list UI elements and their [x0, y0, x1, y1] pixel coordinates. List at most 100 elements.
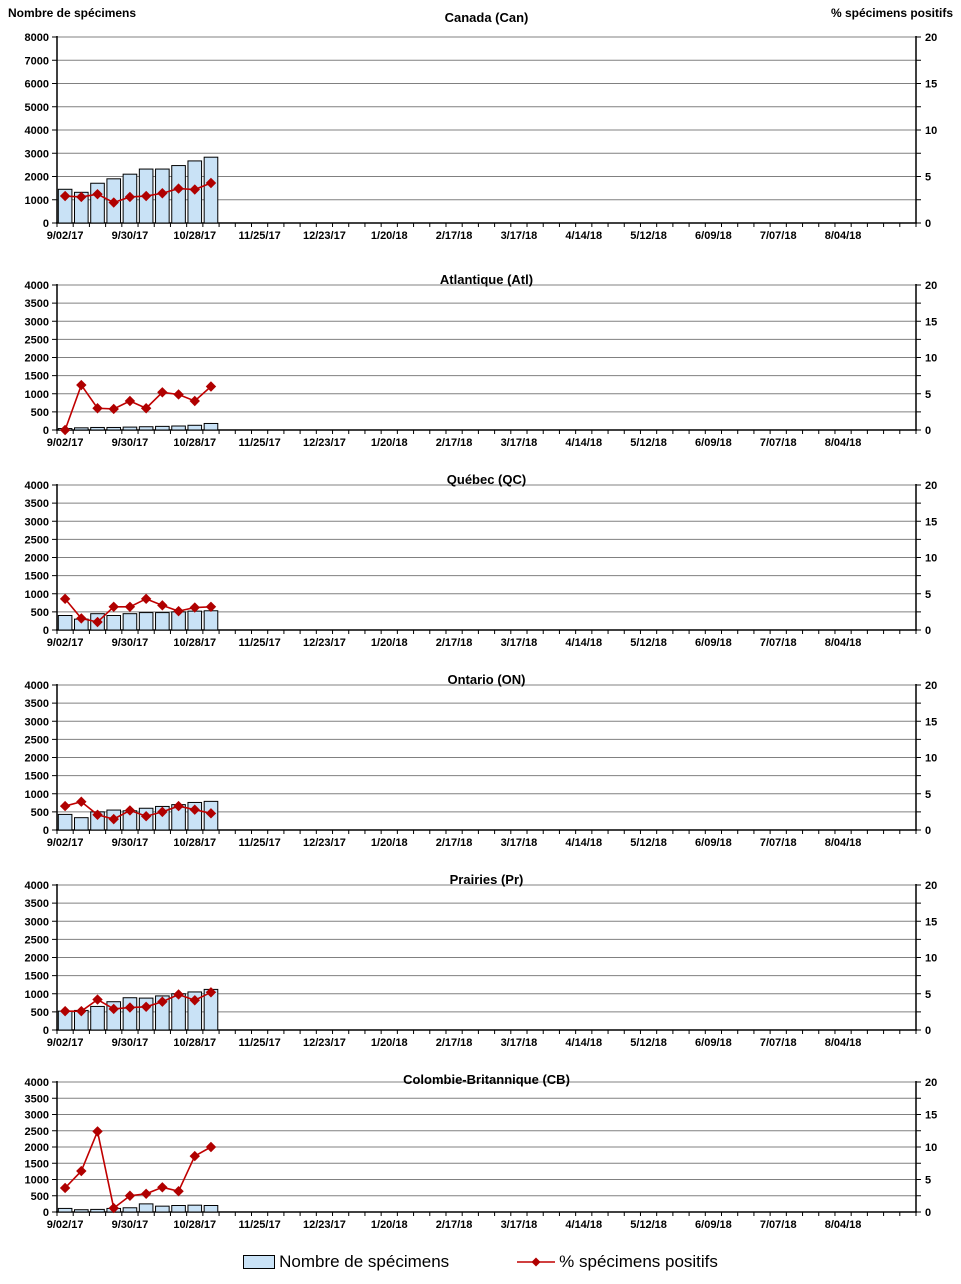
right-tick-label: 0 — [925, 425, 931, 437]
x-tick-label: 8/04/18 — [825, 1037, 862, 1049]
bar — [171, 165, 186, 224]
x-tick-label: 2/17/18 — [436, 1037, 473, 1049]
bar — [203, 610, 219, 631]
x-tick-label: 7/07/18 — [760, 637, 797, 649]
axis-labels: 0 500 1000 1500 2000 2500 3000 3500 4000 0 5 10 15 20… — [25, 880, 938, 1049]
x-tick-label: 8/04/18 — [825, 437, 862, 449]
diamond-marker — [140, 403, 152, 414]
diamond-marker — [124, 805, 136, 816]
chart-ontario: Ontario (ON) 0 500 1000 1500 2000 2500 3000 350… — [0, 670, 961, 870]
diamond-marker — [173, 800, 184, 812]
bar — [171, 1205, 186, 1213]
right-axis-title: % spécimens positifs — [830, 6, 953, 20]
x-tick-label: 10/28/17 — [173, 230, 216, 242]
right-tick-label: 0 — [925, 218, 931, 230]
bar — [187, 424, 203, 431]
x-tick-label: 4/14/18 — [565, 230, 602, 242]
right-tick-label: 5 — [925, 389, 931, 401]
x-tick-label: 4/14/18 — [565, 837, 602, 849]
right-tick-label: 20 — [925, 480, 937, 492]
diamond-marker — [205, 808, 217, 819]
right-tick-label: 15 — [925, 79, 937, 91]
bar — [155, 995, 170, 1031]
left-tick-label: 1000 — [25, 1175, 49, 1187]
right-tick-label: 20 — [925, 880, 937, 892]
right-tick-label: 0 — [925, 1207, 931, 1219]
diamond-marker — [124, 1002, 136, 1013]
x-tick-label: 4/14/18 — [565, 437, 602, 449]
diamond-marker — [108, 1202, 119, 1214]
chart-title-canada: Canada (Can) — [444, 10, 529, 25]
diamond-marker — [140, 1188, 152, 1200]
x-tick-label: 11/25/17 — [238, 230, 280, 242]
diamond-marker — [189, 184, 200, 195]
diamond-marker — [157, 996, 168, 1007]
chart-title-prairies: Prairies (Pr) — [449, 872, 524, 887]
x-tick-label: 7/07/18 — [760, 437, 797, 449]
diamond-marker — [124, 1190, 136, 1201]
x-tick-label: 10/28/17 — [173, 637, 216, 649]
diamond-marker — [59, 593, 71, 605]
diamond-marker — [205, 381, 217, 392]
left-tick-label: 8000 — [25, 32, 49, 44]
right-tick-label: 10 — [925, 353, 937, 365]
left-tick-label: 2000 — [25, 172, 49, 184]
axis-labels: 0 1000 2000 3000 4000 5000 6000 7000 8000 0 5 10 15 2… — [25, 32, 938, 242]
x-tick-label: 5/12/18 — [630, 837, 667, 849]
left-tick-label: 500 — [31, 407, 49, 419]
left-tick-label: 1000 — [25, 195, 49, 207]
left-tick-label: 3000 — [25, 316, 49, 328]
x-tick-label: 6/09/18 — [695, 637, 732, 649]
left-tick-label: 500 — [31, 607, 49, 619]
right-tick-label: 20 — [925, 1077, 937, 1089]
left-tick-label: 0 — [43, 1207, 49, 1219]
right-tick-label: 10 — [925, 953, 937, 965]
bar — [90, 1005, 105, 1031]
right-tick-label: 15 — [925, 1110, 937, 1122]
left-tick-label: 2500 — [25, 1126, 49, 1138]
diamond-marker — [173, 183, 184, 194]
diamond-marker — [108, 1003, 119, 1015]
diamond-marker — [76, 1165, 87, 1177]
diamond-marker — [59, 190, 71, 202]
specimen-bars — [57, 422, 219, 431]
positivity-polyline — [64, 383, 212, 431]
left-tick-label: 1000 — [25, 789, 49, 801]
right-tick-label: 5 — [925, 989, 931, 1001]
x-tick-label: 9/02/17 — [47, 837, 84, 849]
x-tick-label: 10/28/17 — [173, 1037, 216, 1049]
left-tick-label: 4000 — [25, 680, 49, 692]
right-tick-label: 15 — [925, 916, 937, 928]
bar — [90, 1208, 105, 1213]
x-tick-label: 1/20/18 — [371, 437, 408, 449]
left-tick-label: 2000 — [25, 353, 49, 365]
diamond-marker — [157, 1182, 168, 1193]
bar — [187, 1204, 203, 1213]
x-tick-label: 5/12/18 — [630, 437, 667, 449]
x-tick-label: 12/23/17 — [303, 230, 346, 242]
left-tick-label: 3500 — [25, 498, 49, 510]
positivity-polyline — [64, 1128, 212, 1210]
bar — [74, 427, 89, 431]
left-tick-label: 1000 — [25, 389, 49, 401]
left-tick-label: 2500 — [25, 534, 49, 546]
positivity-polyline — [65, 991, 212, 1012]
positivity-line — [59, 177, 217, 208]
left-tick-label: 3500 — [25, 1093, 49, 1105]
x-tick-label: 9/02/17 — [47, 437, 84, 449]
x-tick-label: 6/09/18 — [695, 1219, 732, 1231]
legend-item-positivity: % spécimens positifs — [517, 1252, 718, 1272]
x-tick-label: 6/09/18 — [695, 230, 732, 242]
right-tick-label: 10 — [925, 553, 937, 565]
x-tick-label: 2/17/18 — [436, 637, 473, 649]
atlantique-plot: 0 500 1000 1500 2000 2500 3000 3500 4000 0 5 10 15 20… — [25, 280, 938, 449]
diamond-marker — [76, 379, 87, 391]
bar — [138, 612, 154, 631]
left-tick-label: 1500 — [25, 571, 49, 583]
diamond-marker — [92, 1126, 103, 1137]
diamond-marker — [189, 395, 200, 407]
diamond-marker — [124, 601, 136, 613]
left-tick-label: 2500 — [25, 934, 49, 946]
right-tick-label: 0 — [925, 625, 931, 637]
left-tick-label: 2000 — [25, 553, 49, 565]
